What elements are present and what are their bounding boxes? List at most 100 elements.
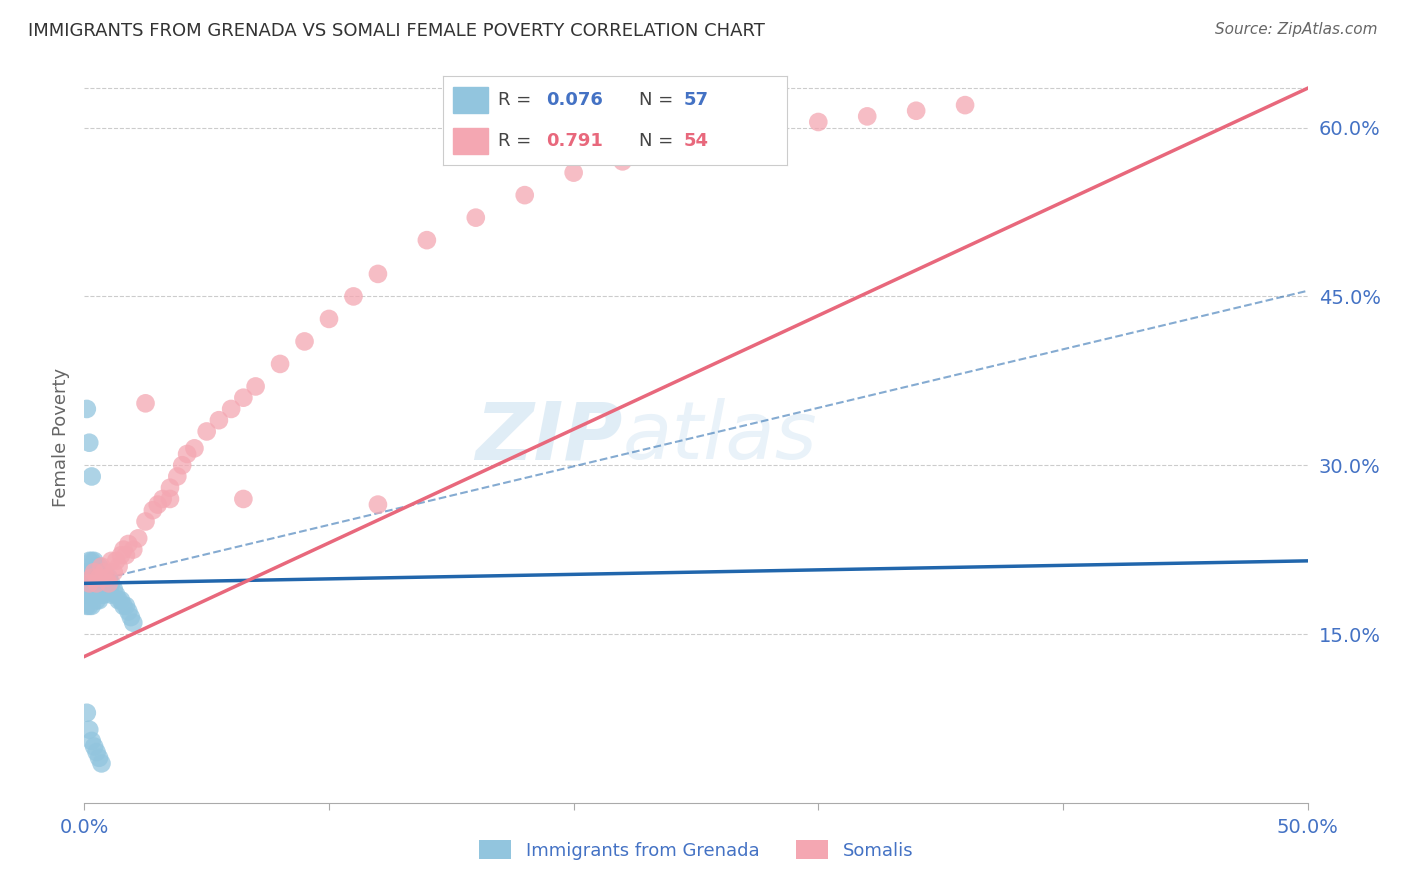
Text: R =: R = <box>498 91 531 109</box>
Point <box>709 132 731 146</box>
Point <box>758 120 780 135</box>
Point <box>142 503 165 517</box>
Point <box>122 542 145 557</box>
Point <box>80 588 103 602</box>
Point <box>80 469 103 483</box>
Point <box>464 211 486 225</box>
Point <box>90 588 112 602</box>
Point <box>83 554 105 568</box>
Point <box>105 554 128 568</box>
Point <box>77 599 100 613</box>
Point <box>562 166 585 180</box>
Point <box>135 396 157 410</box>
Point <box>86 559 108 574</box>
Text: ZIP: ZIP <box>475 398 623 476</box>
Point <box>77 588 100 602</box>
Point <box>97 582 120 596</box>
Point <box>172 458 194 473</box>
Point <box>232 391 254 405</box>
Point <box>100 554 122 568</box>
Point <box>294 334 316 349</box>
Point <box>112 542 135 557</box>
Text: R =: R = <box>498 132 531 150</box>
Point <box>97 571 120 585</box>
Point <box>245 379 267 393</box>
Point <box>152 491 174 506</box>
Text: 54: 54 <box>685 132 709 150</box>
Point <box>86 571 108 585</box>
Text: N =: N = <box>640 91 673 109</box>
Point <box>86 576 108 591</box>
Point <box>416 233 439 247</box>
Point <box>905 103 928 118</box>
Point <box>86 745 108 759</box>
Bar <box>453 128 488 154</box>
Point <box>77 565 100 579</box>
Text: 0.076: 0.076 <box>546 91 603 109</box>
Point <box>146 498 169 512</box>
Point <box>367 267 389 281</box>
Point <box>77 723 100 737</box>
Point <box>83 565 105 579</box>
Point <box>122 615 145 630</box>
Text: atlas: atlas <box>623 398 817 476</box>
Point <box>105 588 128 602</box>
Point <box>80 571 103 585</box>
Point <box>90 756 112 771</box>
Point <box>80 734 103 748</box>
Point <box>76 401 98 416</box>
Point <box>195 425 218 439</box>
Point <box>96 571 118 585</box>
Point <box>103 582 125 596</box>
Point <box>87 751 110 765</box>
Point <box>107 559 129 574</box>
Point <box>96 571 118 585</box>
Point <box>953 98 976 112</box>
Point <box>80 565 103 579</box>
Point <box>87 582 110 596</box>
Point <box>115 548 138 562</box>
Point <box>86 593 108 607</box>
Point <box>93 565 115 579</box>
Point <box>93 576 115 591</box>
Point <box>76 588 98 602</box>
Point <box>115 599 138 613</box>
Point <box>269 357 291 371</box>
Point <box>87 559 110 574</box>
Point <box>219 401 242 416</box>
Point <box>103 565 125 579</box>
Point <box>342 289 364 303</box>
Point <box>661 143 683 157</box>
Y-axis label: Female Poverty: Female Poverty <box>52 368 70 507</box>
Point <box>80 599 103 613</box>
Text: Source: ZipAtlas.com: Source: ZipAtlas.com <box>1215 22 1378 37</box>
Text: 57: 57 <box>685 91 709 109</box>
Point <box>100 588 122 602</box>
Point <box>100 576 122 591</box>
Point <box>93 565 115 579</box>
Point <box>807 115 830 129</box>
Point <box>232 491 254 506</box>
Point <box>513 188 536 202</box>
Point <box>112 599 135 613</box>
Point <box>83 739 105 754</box>
Point <box>87 593 110 607</box>
Point <box>110 548 132 562</box>
Point <box>318 312 340 326</box>
Point <box>90 559 112 574</box>
Point <box>183 442 205 456</box>
Point <box>90 576 112 591</box>
Point <box>87 571 110 585</box>
Point <box>107 593 129 607</box>
Point <box>117 605 139 619</box>
Bar <box>453 87 488 113</box>
Point <box>76 565 98 579</box>
Point <box>90 565 112 579</box>
Point <box>176 447 198 461</box>
Point <box>76 706 98 720</box>
Point <box>80 576 103 591</box>
Text: N =: N = <box>640 132 673 150</box>
Point <box>83 576 105 591</box>
Point <box>93 588 115 602</box>
Point <box>77 576 100 591</box>
